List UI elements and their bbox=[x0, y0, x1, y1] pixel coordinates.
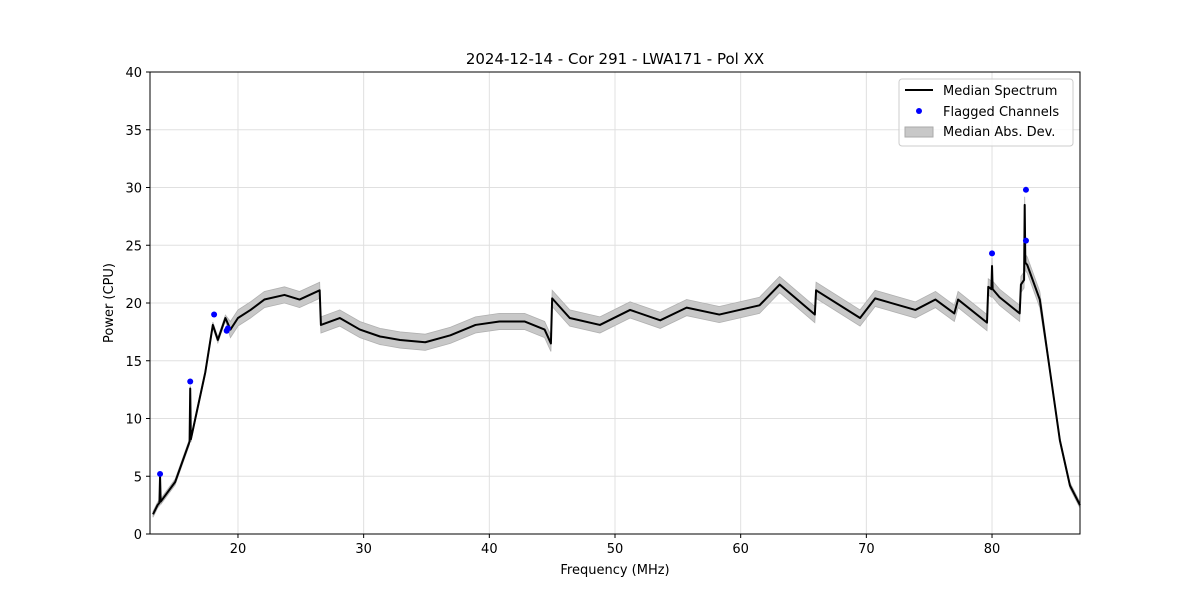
y-tick-label: 30 bbox=[125, 182, 142, 197]
flagged-points bbox=[157, 186, 1029, 477]
y-axis-label: Power (CPU) bbox=[102, 263, 117, 343]
flagged-channel-point bbox=[224, 325, 231, 332]
y-ticks: 0 5 10 15 20 25 30 35 40 bbox=[125, 66, 150, 543]
x-tick-label: 30 bbox=[355, 542, 372, 557]
y-tick-label: 40 bbox=[125, 66, 142, 81]
flagged-channel-point bbox=[989, 250, 996, 257]
x-tick-label: 80 bbox=[984, 542, 1001, 557]
y-tick-label: 20 bbox=[125, 297, 142, 312]
flagged-channel-point bbox=[211, 311, 218, 318]
median-spectrum-line bbox=[152, 203, 1081, 515]
y-tick-label: 5 bbox=[134, 470, 142, 485]
x-ticks: 20 30 40 50 60 70 80 bbox=[230, 534, 1001, 557]
x-tick-label: 40 bbox=[481, 542, 498, 557]
y-tick-label: 10 bbox=[125, 413, 142, 428]
x-tick-label: 70 bbox=[858, 542, 875, 557]
legend-dot-swatch bbox=[916, 108, 922, 114]
legend-box bbox=[898, 78, 1074, 147]
legend-band-swatch bbox=[904, 126, 934, 138]
flagged-channel-point bbox=[157, 470, 164, 477]
x-tick-label: 60 bbox=[732, 542, 749, 557]
y-tick-label: 35 bbox=[125, 124, 142, 139]
legend-mad: Median Abs. Dev. bbox=[943, 125, 1055, 140]
legend-flagged: Flagged Channels bbox=[943, 105, 1059, 120]
x-tick-label: 20 bbox=[230, 542, 247, 557]
flagged-channel-point bbox=[187, 378, 194, 385]
chart-title: 2024-12-14 - Cor 291 - LWA171 - Pol XX bbox=[466, 50, 764, 68]
x-tick-label: 50 bbox=[607, 542, 624, 557]
legend: Median Spectrum Flagged Channels Median … bbox=[898, 78, 1074, 147]
y-tick-label: 15 bbox=[125, 355, 142, 370]
y-tick-label: 0 bbox=[134, 528, 142, 543]
flagged-channel-point bbox=[1022, 237, 1029, 244]
y-tick-label: 25 bbox=[125, 239, 142, 254]
median-spectrum-path bbox=[152, 203, 1081, 515]
legend-median: Median Spectrum bbox=[943, 84, 1057, 99]
flagged-channel-point bbox=[1022, 186, 1029, 193]
x-axis-label: Frequency (MHz) bbox=[560, 563, 669, 578]
